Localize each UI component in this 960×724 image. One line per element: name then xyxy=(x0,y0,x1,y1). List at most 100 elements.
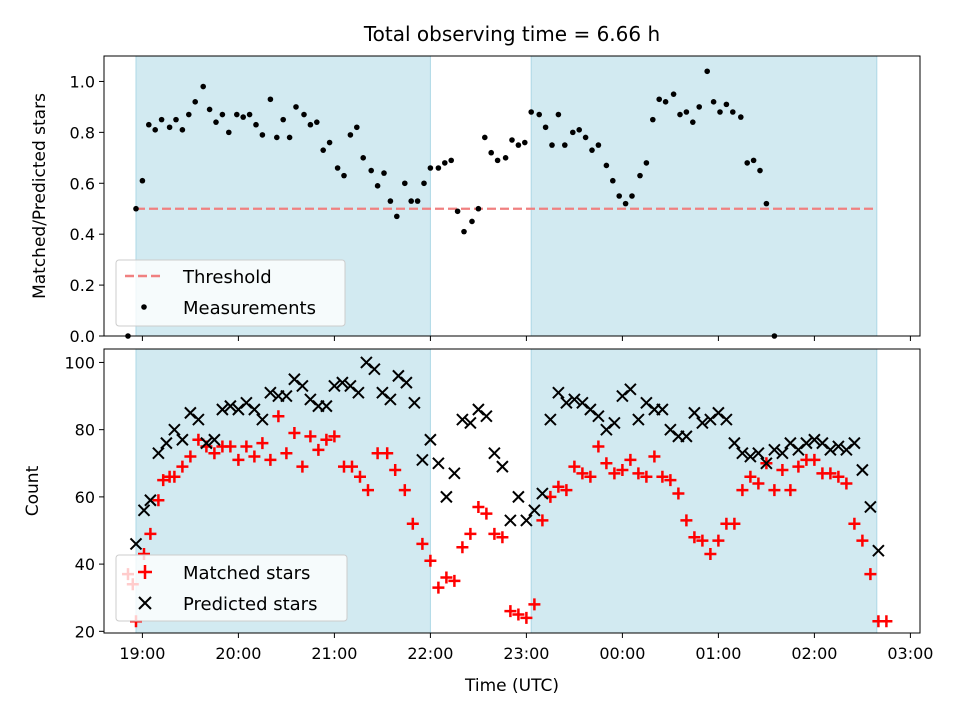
measurement-point xyxy=(414,198,421,204)
measurement-point xyxy=(226,129,232,136)
measurement-point xyxy=(326,139,333,146)
matched-star-marker xyxy=(808,453,821,466)
measurement-point xyxy=(637,172,643,179)
y-tick-label: 0.6 xyxy=(70,174,95,193)
measurement-point xyxy=(360,155,367,161)
predicted-star-marker xyxy=(528,504,541,517)
predicted-star-marker xyxy=(608,416,621,430)
predicted-star-marker xyxy=(480,410,493,423)
predicted-star-marker xyxy=(744,450,757,463)
matched-star-marker xyxy=(576,467,589,480)
x-tick-label: 02:00 xyxy=(791,644,837,663)
measurement-point xyxy=(280,116,287,123)
predicted-star-marker xyxy=(848,436,861,450)
measurement-point xyxy=(234,111,240,118)
count-y-axis-label: Count xyxy=(23,465,43,516)
matched-star-marker xyxy=(864,568,877,581)
measurement-point xyxy=(656,96,662,103)
matched-star-marker xyxy=(672,487,685,500)
predicted-star-marker xyxy=(832,440,845,453)
matched-star-marker xyxy=(157,474,170,487)
x-tick-label: 21:00 xyxy=(311,644,357,663)
predicted-star-marker xyxy=(256,413,269,426)
measurement-point xyxy=(354,124,360,131)
matched-star-marker xyxy=(328,430,341,443)
matched-star-marker xyxy=(792,460,805,473)
x-tick-label: 03:00 xyxy=(887,644,933,663)
matched-star-marker xyxy=(184,450,197,463)
matched-star-marker xyxy=(688,531,701,544)
predicted-star-marker xyxy=(137,504,151,517)
matched-star-marker xyxy=(152,494,165,507)
measurement-point xyxy=(562,142,568,148)
matched-star-marker xyxy=(824,467,837,480)
predicted-star-marker xyxy=(200,436,213,450)
matched-star-marker xyxy=(552,480,565,493)
matched-star-marker xyxy=(208,447,221,460)
measurement-point xyxy=(570,129,576,136)
measurement-point xyxy=(186,111,192,118)
y-tick-label: 40 xyxy=(75,555,95,574)
predicted-star-marker xyxy=(512,490,525,504)
observing-interval xyxy=(530,55,878,337)
measurement-point xyxy=(677,111,683,118)
matched-star-marker xyxy=(264,453,277,466)
measurement-point xyxy=(448,157,455,164)
predicted-star-marker xyxy=(536,487,549,500)
measurement-point xyxy=(542,124,549,131)
measurement-point xyxy=(723,101,730,108)
matched-star-marker xyxy=(744,470,757,483)
measurement-point xyxy=(536,111,542,118)
observing-interval-shading xyxy=(135,55,878,337)
measurement-point xyxy=(629,193,635,199)
measurement-point xyxy=(704,68,710,75)
matched-star-marker xyxy=(389,463,402,476)
matched-star-marker xyxy=(456,541,469,554)
matched-star-marker xyxy=(346,460,358,473)
predicted-star-marker xyxy=(736,446,749,460)
matched-star-marker xyxy=(712,534,725,547)
matched-star-marker xyxy=(398,484,411,497)
matched-star-marker xyxy=(848,517,861,530)
matched-star-marker xyxy=(568,460,581,473)
matched-legend-label: Matched stars xyxy=(183,563,310,584)
x-tick-label: 19:00 xyxy=(119,644,165,663)
matched-star-marker xyxy=(584,470,597,483)
predicted-star-marker xyxy=(864,500,877,514)
measurement-point xyxy=(738,114,744,120)
matched-star-marker xyxy=(600,457,613,470)
ratio-legend: Threshold Measurements xyxy=(115,259,346,327)
predicted-star-marker xyxy=(400,376,413,389)
measurement-point xyxy=(259,132,266,138)
matched-star-marker xyxy=(464,527,477,540)
x-tick-label: 23:00 xyxy=(503,644,549,663)
matched-star-marker xyxy=(528,598,541,611)
measurement-point xyxy=(757,167,763,174)
x-tick-label: 22:00 xyxy=(407,644,453,663)
predicted-star-marker xyxy=(144,494,157,507)
predicted-star-marker xyxy=(280,389,293,403)
matched-star-marker xyxy=(856,534,869,547)
predicted-star-marker xyxy=(496,460,509,473)
measurement-point xyxy=(146,121,152,128)
matched-star-marker xyxy=(608,467,621,480)
predicted-star-marker xyxy=(416,453,429,467)
measurement-points xyxy=(125,68,778,339)
measurement-point xyxy=(286,134,293,141)
matched-star-marker xyxy=(504,605,517,618)
matched-star-marker xyxy=(448,574,461,587)
matched-star-marker xyxy=(560,484,573,497)
matched-star-marker xyxy=(424,554,437,567)
matched-star-marker xyxy=(381,447,394,460)
ratio-panel: 0.0 0.2 0.4 0.6 0.8 1.0 Matched/Predicted sta… xyxy=(30,55,921,346)
measurement-point xyxy=(528,109,534,115)
measurement-point xyxy=(402,180,408,187)
observing-interval xyxy=(530,348,878,634)
matched-legend-swatch xyxy=(138,565,152,579)
ratio-x-ticks xyxy=(141,336,911,341)
x-axis-label: Time (UTC) xyxy=(464,676,559,696)
predicted-star-marker xyxy=(424,433,437,446)
matched-star-marker xyxy=(256,437,269,450)
predicted-star-marker xyxy=(296,379,309,393)
measurement-point xyxy=(662,99,669,105)
